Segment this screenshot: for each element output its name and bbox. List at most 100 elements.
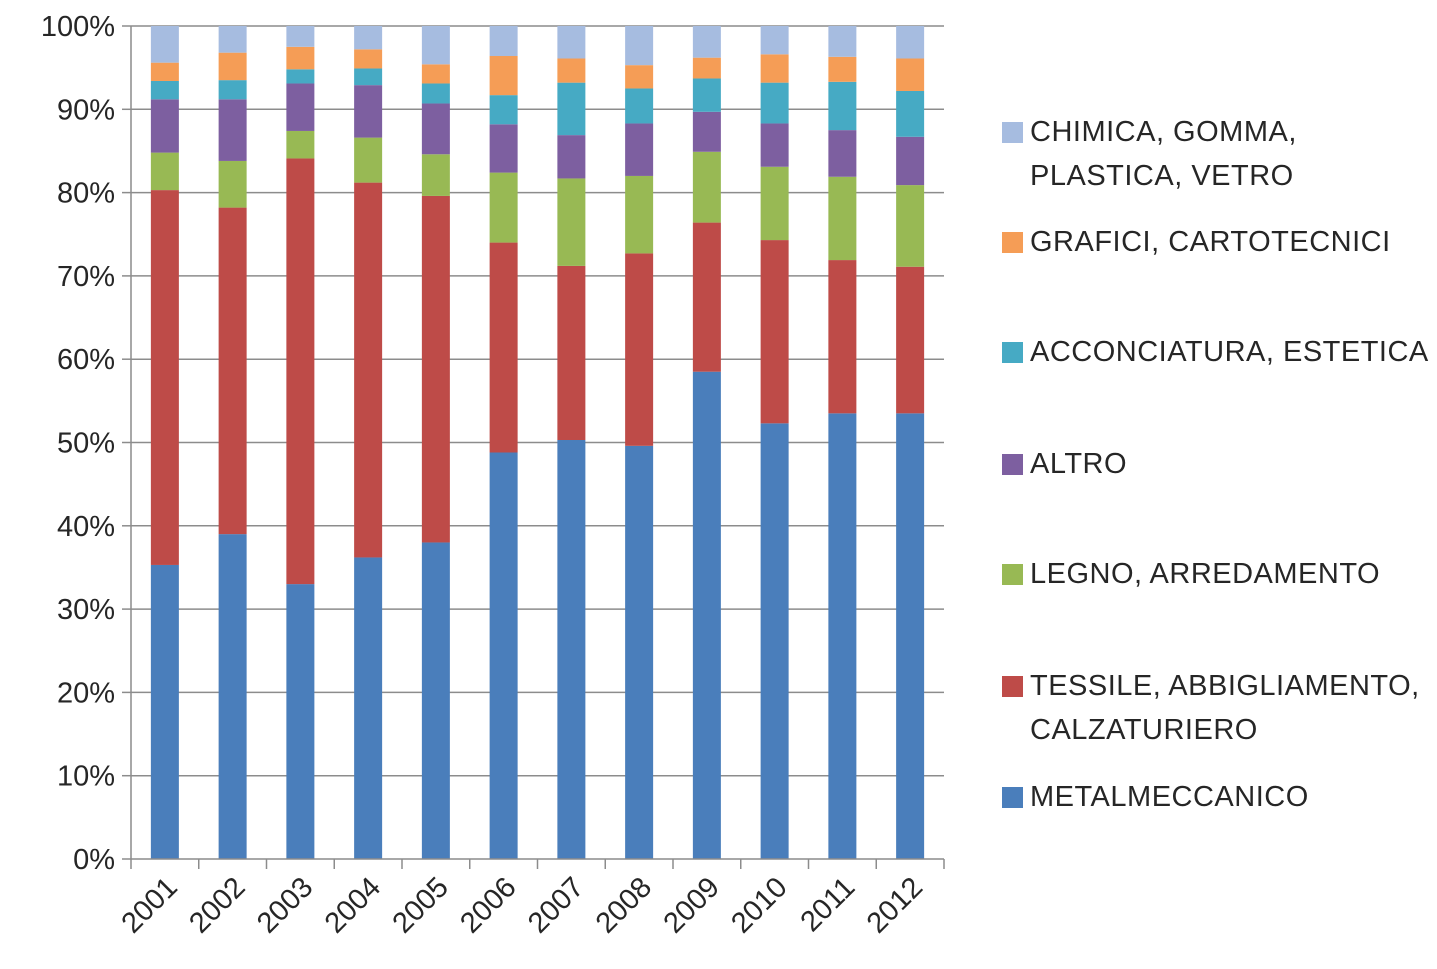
bar-segment	[896, 266, 925, 414]
y-tick-label: 60%	[57, 344, 115, 376]
bar-segment	[557, 265, 586, 441]
bar-segment	[557, 26, 586, 59]
bar-segment	[896, 413, 925, 859]
bar-segment	[421, 542, 450, 859]
bar-segment	[218, 99, 247, 161]
bar-segment	[354, 557, 383, 859]
bar-segment	[489, 26, 518, 56]
bar-segment	[421, 26, 450, 65]
legend-label: ACCONCIATURA, ESTETICA	[1030, 336, 1429, 368]
bar-segment	[150, 564, 179, 859]
legend-item: CHIMICA, GOMMA, PLASTICA, VETRO	[1002, 110, 1297, 198]
bar-segment	[421, 103, 450, 155]
bar-segment	[557, 58, 586, 83]
bar-segment	[286, 46, 315, 70]
bar-segment	[760, 123, 789, 167]
bar-segment	[489, 452, 518, 859]
bar-segment	[828, 130, 857, 177]
bar-segment	[489, 124, 518, 173]
bar-segment	[828, 413, 857, 859]
legend-label: GRAFICI, CARTOTECNICI	[1030, 226, 1391, 258]
legend-item: ALTRO	[1002, 442, 1127, 486]
legend-label: ALTRO	[1030, 448, 1128, 480]
gridlines	[131, 25, 944, 777]
x-tick-label: 2002	[183, 871, 251, 939]
bar-segment	[421, 83, 450, 104]
y-tick-label: 80%	[57, 178, 115, 210]
bar-segment	[896, 90, 925, 137]
bars	[150, 26, 925, 859]
bar-segment	[692, 111, 721, 152]
bar-segment	[421, 195, 450, 543]
bar-segment	[625, 88, 654, 124]
x-tick-label: 2012	[861, 871, 929, 939]
bar-segment	[760, 82, 789, 124]
bar-segment	[150, 99, 179, 153]
bar-segment	[286, 26, 315, 47]
y-tick-label: 70%	[57, 261, 115, 293]
x-tick-label: 2006	[454, 871, 522, 939]
legend-swatch	[1002, 676, 1023, 697]
y-tick-label: 10%	[57, 761, 115, 793]
bar-segment	[896, 136, 925, 186]
legend-item: ACCONCIATURA, ESTETICA	[1002, 330, 1429, 374]
bar-segment	[354, 26, 383, 50]
bar-segment	[557, 82, 586, 136]
bar-segment	[828, 81, 857, 131]
bar-segment	[286, 584, 315, 859]
bar-segment	[218, 160, 247, 208]
bar-segment	[489, 95, 518, 125]
y-tick-label: 0%	[73, 844, 115, 876]
bar-segment	[489, 242, 518, 453]
bar-segment	[896, 58, 925, 91]
bar-segment	[760, 54, 789, 83]
y-tick-label: 40%	[57, 511, 115, 543]
legend-swatch	[1002, 787, 1023, 808]
bar-segment	[828, 260, 857, 414]
bar-segment	[354, 137, 383, 183]
bar-segment	[286, 69, 315, 84]
legend-item: METALMECCANICO	[1002, 775, 1309, 819]
x-tick-label: 2009	[658, 871, 726, 939]
bar-segment	[557, 135, 586, 179]
bar-segment	[218, 52, 247, 81]
bar-segment	[489, 172, 518, 243]
bar-segment	[625, 65, 654, 89]
bar-segment	[354, 68, 383, 86]
bar-segment	[218, 534, 247, 859]
bar-segment	[760, 423, 789, 859]
bar-segment	[896, 26, 925, 59]
x-tick-label: 2008	[590, 871, 658, 939]
bar-segment	[692, 78, 721, 112]
bar-segment	[625, 26, 654, 66]
legend-swatch	[1002, 454, 1023, 475]
legend-swatch	[1002, 564, 1023, 585]
bar-segment	[150, 190, 179, 565]
bar-segment	[692, 26, 721, 58]
bar-segment	[625, 253, 654, 446]
bar-segment	[286, 83, 315, 131]
x-tick-label: 2003	[251, 871, 319, 939]
x-tick-label: 2001	[116, 871, 184, 939]
bar-segment	[760, 240, 789, 424]
bar-segment	[218, 80, 247, 100]
bar-segment	[828, 56, 857, 82]
x-tick-label: 2010	[725, 871, 793, 939]
bar-segment	[354, 85, 383, 138]
y-tick-label: 30%	[57, 594, 115, 626]
bar-segment	[625, 175, 654, 254]
bar-segment	[692, 57, 721, 79]
bar-segment	[828, 26, 857, 57]
bar-segment	[354, 182, 383, 558]
y-tick-label: 90%	[57, 94, 115, 126]
x-tick-label: 2005	[387, 871, 455, 939]
bar-segment	[286, 158, 315, 585]
bar-segment	[286, 130, 315, 159]
bar-segment	[421, 154, 450, 196]
bar-segment	[218, 207, 247, 535]
legend-swatch	[1002, 232, 1023, 253]
legend-swatch	[1002, 122, 1023, 143]
bar-segment	[150, 80, 179, 100]
bar-segment	[354, 49, 383, 69]
